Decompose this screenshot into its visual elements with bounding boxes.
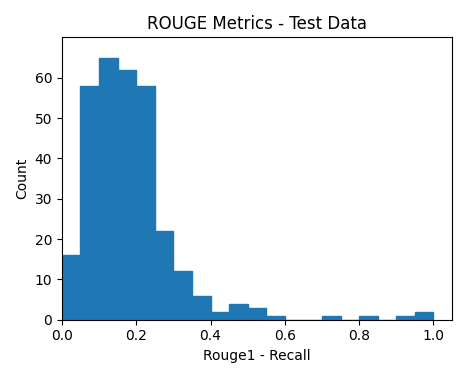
X-axis label: Rouge1 - Recall: Rouge1 - Recall: [203, 349, 311, 363]
Bar: [359, 316, 378, 320]
Y-axis label: Count: Count: [15, 158, 29, 199]
Bar: [118, 70, 136, 320]
Title: ROUGE Metrics - Test Data: ROUGE Metrics - Test Data: [147, 15, 367, 33]
Bar: [62, 255, 80, 320]
Bar: [396, 316, 415, 320]
Bar: [80, 86, 99, 320]
Bar: [229, 304, 248, 320]
Bar: [136, 86, 155, 320]
Bar: [415, 311, 433, 320]
Bar: [211, 311, 229, 320]
Bar: [322, 316, 340, 320]
Bar: [155, 231, 173, 320]
Bar: [99, 57, 118, 320]
Bar: [266, 316, 285, 320]
Bar: [192, 296, 211, 320]
Bar: [173, 271, 192, 320]
Bar: [248, 308, 266, 320]
